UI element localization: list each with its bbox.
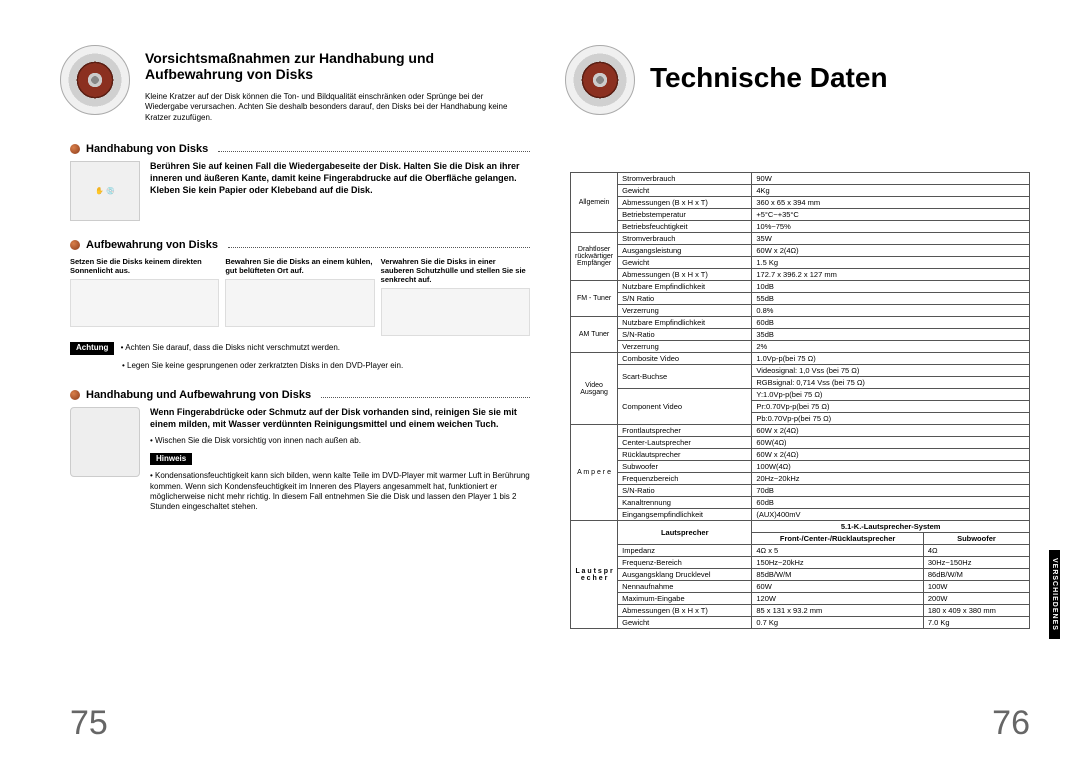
cat-video: Video Ausgang bbox=[571, 353, 618, 425]
storage-text: Bewahren Sie die Disks an einem kühlen, … bbox=[225, 257, 374, 275]
cat-ampere: A m p e r e bbox=[571, 425, 618, 521]
page-number-right: 76 bbox=[992, 704, 1030, 743]
section-cleaning: Handhabung und Aufbewahrung von Disks We… bbox=[70, 389, 530, 513]
cleaning-illustration bbox=[70, 407, 140, 477]
cat-lautsprecher: L a u t s p r e c h e r bbox=[571, 521, 618, 629]
storage-col-3: Verwahren Sie die Disks in einer saubere… bbox=[381, 257, 530, 336]
page-left: Vorsichtsmaßnahmen zur Handhabung und Au… bbox=[0, 0, 550, 763]
bullet-icon bbox=[70, 390, 80, 400]
cat-drahtloser: Drahtloser rückwärtiger Empfänger bbox=[571, 233, 618, 281]
storage-col-1: Setzen Sie die Disks keinem direkten Son… bbox=[70, 257, 219, 336]
section-storage: Aufbewahrung von Disks Setzen Sie die Di… bbox=[70, 239, 530, 371]
case-illustration bbox=[381, 288, 530, 336]
cleaning-bold: Wenn Fingerabdrücke oder Schmutz auf der… bbox=[150, 407, 530, 430]
achtung-line-2: • Legen Sie keine gesprungenen oder zerk… bbox=[122, 361, 530, 371]
section-text: Berühren Sie auf keinen Fall die Wiederg… bbox=[150, 161, 530, 221]
sun-illustration bbox=[70, 279, 219, 327]
storage-text: Setzen Sie die Disks keinem direkten Son… bbox=[70, 257, 219, 275]
hinweis-text: • Kondensationsfeuchtigkeit kann sich bi… bbox=[150, 471, 530, 513]
intro-text: Kleine Kratzer auf der Disk können die T… bbox=[145, 92, 515, 123]
side-tab: VERSCHIEDENES bbox=[1049, 550, 1060, 639]
cat-fm: FM - Tuner bbox=[571, 281, 618, 317]
cool-place-illustration bbox=[225, 279, 374, 327]
achtung-row: Achtung • Achten Sie darauf, dass die Di… bbox=[70, 342, 530, 354]
page-title-right: Technische Daten bbox=[650, 62, 1030, 94]
storage-text: Verwahren Sie die Disks in einer saubere… bbox=[381, 257, 530, 284]
cleaning-bullet: • Wischen Sie die Disk vorsichtig von in… bbox=[150, 436, 530, 446]
hinweis-row: Hinweis bbox=[150, 453, 530, 465]
achtung-line-1: • Achten Sie darauf, dass die Disks nich… bbox=[121, 343, 340, 352]
dotted-rule bbox=[321, 392, 530, 398]
hand-disc-illustration: ✋ 💿 bbox=[70, 161, 140, 221]
page-title-left: Vorsichtsmaßnahmen zur Handhabung und Au… bbox=[145, 50, 530, 82]
section-title: Handhabung von Disks bbox=[86, 143, 208, 155]
cat-am: AM Tuner bbox=[571, 317, 618, 353]
achtung-tag: Achtung bbox=[70, 342, 114, 354]
section-title: Handhabung und Aufbewahrung von Disks bbox=[86, 389, 311, 401]
spec-table: Allgemein Stromverbrauch90W Gewicht4Kg A… bbox=[570, 172, 1030, 629]
hinweis-tag: Hinweis bbox=[150, 453, 192, 465]
page-right: Technische Daten Allgemein Stromverbrauc… bbox=[550, 0, 1080, 763]
disc-logo-icon bbox=[565, 45, 635, 115]
section-title: Aufbewahrung von Disks bbox=[86, 239, 218, 251]
storage-col-2: Bewahren Sie die Disks an einem kühlen, … bbox=[225, 257, 374, 336]
cat-allgemein: Allgemein bbox=[571, 173, 618, 233]
dotted-rule bbox=[218, 146, 530, 152]
disc-logo-icon bbox=[60, 45, 130, 115]
page-number-left: 75 bbox=[70, 704, 108, 743]
bullet-icon bbox=[70, 144, 80, 154]
section-handling: Handhabung von Disks ✋ 💿 Berühren Sie au… bbox=[70, 143, 530, 221]
dotted-rule bbox=[228, 242, 530, 248]
bullet-icon bbox=[70, 240, 80, 250]
